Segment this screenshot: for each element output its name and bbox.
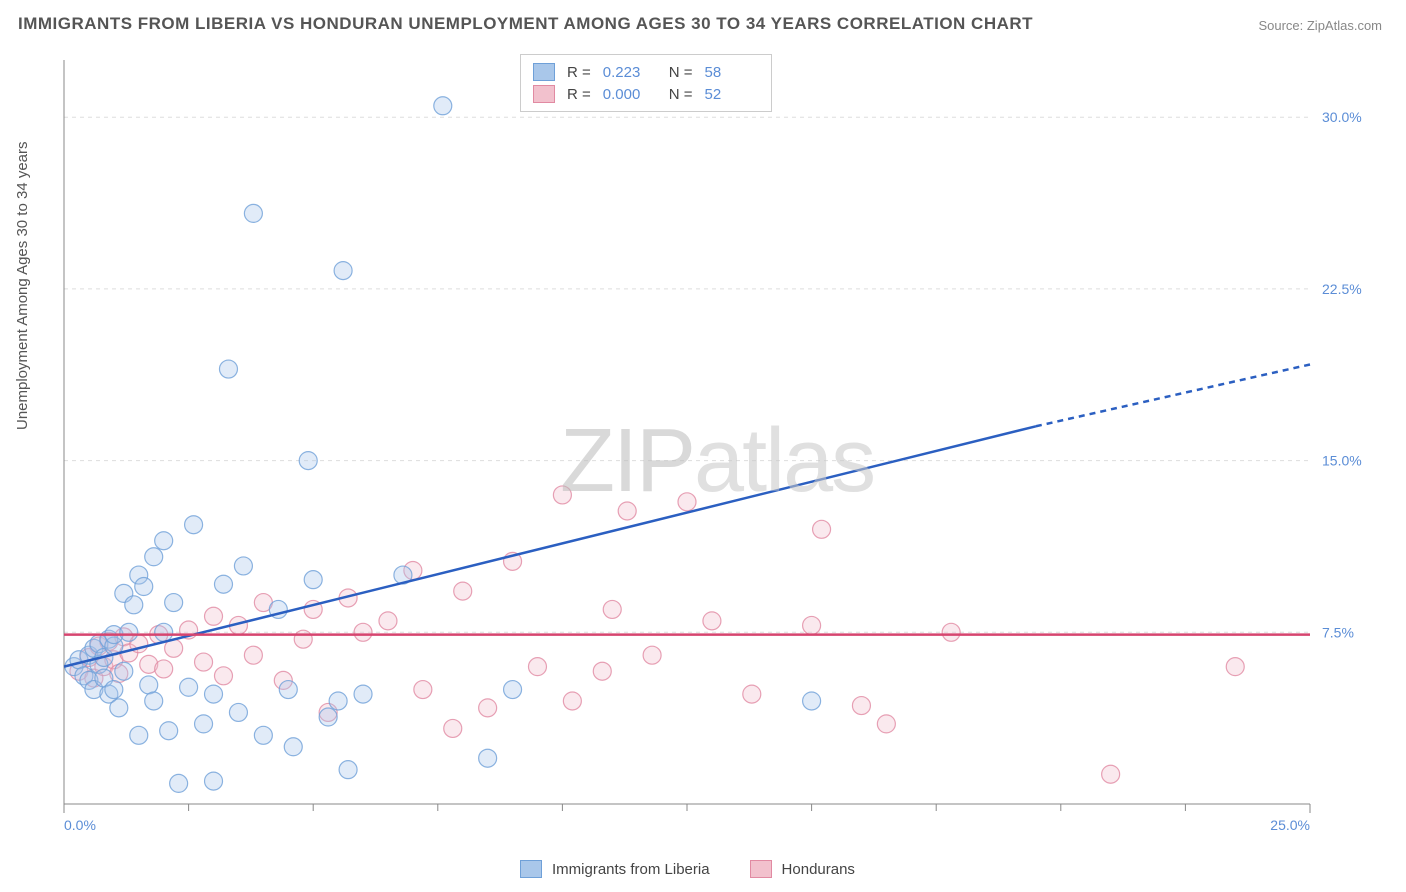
y-axis-label: Unemployment Among Ages 30 to 34 years: [14, 141, 31, 430]
scatter-plot-svg: 7.5% 15.0% 22.5% 30.0% 0.0% 25.0%: [60, 50, 1380, 840]
r-value-series1: 0.223: [603, 64, 657, 81]
stats-legend: R = 0.223 N = 58 R = 0.000 N = 52: [520, 54, 772, 112]
r-label: R =: [567, 86, 591, 103]
bottom-legend: Immigrants from Liberia Hondurans: [520, 860, 855, 878]
chart-title: IMMIGRANTS FROM LIBERIA VS HONDURAN UNEM…: [18, 14, 1033, 34]
swatch-series2: [750, 860, 772, 878]
svg-text:15.0%: 15.0%: [1322, 453, 1362, 469]
legend-label-series2: Hondurans: [782, 861, 855, 878]
stats-row-series2: R = 0.000 N = 52: [533, 83, 759, 105]
legend-label-series1: Immigrants from Liberia: [552, 861, 710, 878]
n-value-series1: 58: [705, 64, 759, 81]
chart-area: 7.5% 15.0% 22.5% 30.0% 0.0% 25.0%: [60, 50, 1380, 840]
source-attribution: Source: ZipAtlas.com: [1258, 18, 1382, 33]
swatch-series1: [533, 63, 555, 81]
r-value-series2: 0.000: [603, 86, 657, 103]
svg-text:25.0%: 25.0%: [1270, 817, 1310, 833]
stats-row-series1: R = 0.223 N = 58: [533, 61, 759, 83]
swatch-series2: [533, 85, 555, 103]
n-label: N =: [669, 64, 693, 81]
swatch-series1: [520, 860, 542, 878]
svg-text:7.5%: 7.5%: [1322, 624, 1354, 640]
n-value-series2: 52: [705, 86, 759, 103]
n-label: N =: [669, 86, 693, 103]
legend-item-series1: Immigrants from Liberia: [520, 860, 710, 878]
svg-text:0.0%: 0.0%: [64, 817, 96, 833]
svg-text:30.0%: 30.0%: [1322, 109, 1362, 125]
r-label: R =: [567, 64, 591, 81]
legend-item-series2: Hondurans: [750, 860, 855, 878]
svg-text:22.5%: 22.5%: [1322, 281, 1362, 297]
